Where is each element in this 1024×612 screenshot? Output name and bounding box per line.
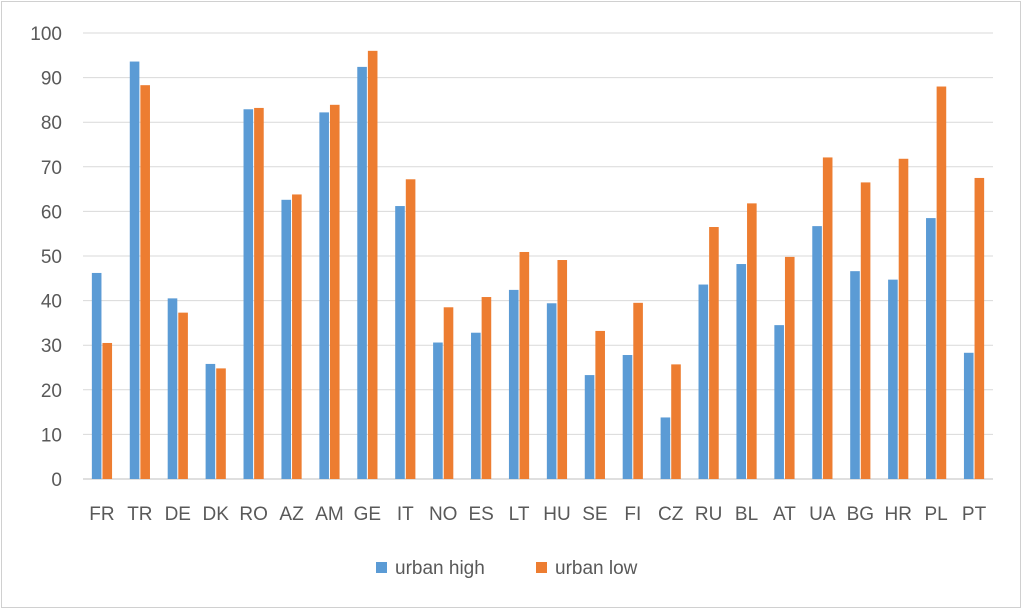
- bar-urban-high-es: [471, 332, 481, 479]
- bar-urban-high-bl: [736, 264, 747, 479]
- y-tick-label: 20: [41, 381, 62, 402]
- x-tick-label: HR: [884, 504, 911, 525]
- gridlines: [83, 32, 993, 480]
- bar-urban-high-fr: [91, 272, 102, 479]
- x-tick-label: AM: [315, 504, 344, 525]
- legend-swatch: [536, 562, 547, 573]
- bar-urban-high-pt: [963, 352, 974, 479]
- bar-urban-low-lt: [519, 251, 530, 479]
- y-tick-label: 50: [41, 247, 62, 268]
- x-tick-label: AT: [773, 504, 796, 525]
- bar-urban-high-bg: [850, 271, 860, 479]
- bar-urban-high-az: [281, 199, 292, 479]
- x-tick-label: FI: [624, 504, 641, 525]
- bar-urban-low-ua: [822, 157, 833, 479]
- bar-urban-low-it: [405, 179, 416, 479]
- bar-urban-high-fi: [622, 355, 633, 479]
- bar-urban-high-de: [167, 298, 178, 479]
- bar-urban-low-de: [178, 312, 188, 479]
- x-tick-label: FR: [89, 504, 114, 525]
- bar-urban-low-fr: [102, 342, 113, 479]
- bar-urban-high-se: [584, 375, 595, 479]
- x-tick-label: NO: [429, 504, 458, 525]
- bar-urban-low-bl: [747, 203, 757, 479]
- x-tick-label: AZ: [279, 504, 304, 525]
- x-tick-label: IT: [397, 504, 414, 525]
- bar-urban-high-tr: [129, 61, 140, 479]
- bar-urban-high-hr: [888, 279, 898, 479]
- bar-urban-low-pl: [936, 86, 947, 480]
- bar-urban-high-am: [319, 112, 329, 479]
- x-tick-label: BL: [735, 504, 758, 525]
- bar-urban-high-no: [433, 342, 443, 479]
- x-tick-label: GE: [354, 504, 381, 525]
- y-tick-label: 70: [41, 158, 62, 179]
- y-tick-label: 60: [41, 202, 62, 223]
- y-tick-label: 90: [41, 69, 62, 90]
- bar-urban-high-lt: [508, 289, 519, 479]
- bar-urban-low-pt: [974, 177, 985, 479]
- bar-urban-low-tr: [140, 85, 150, 479]
- bar-urban-low-bg: [860, 182, 871, 479]
- bar-urban-low-ru: [709, 227, 719, 479]
- bar-urban-low-no: [443, 307, 454, 479]
- bar-urban-high-at: [774, 325, 784, 479]
- bar-urban-low-cz: [671, 364, 681, 479]
- bar-urban-low-ro: [254, 107, 264, 479]
- y-tick-label: 30: [41, 336, 62, 357]
- bar-urban-high-pl: [926, 218, 936, 479]
- bar-urban-high-ua: [812, 226, 822, 479]
- x-tick-label: RO: [239, 504, 268, 525]
- y-tick-label: 0: [51, 470, 62, 491]
- bar-urban-high-ro: [243, 109, 254, 480]
- bars: [91, 50, 985, 480]
- legend-label: urban high: [395, 558, 485, 579]
- bar-urban-high-hu: [546, 303, 557, 479]
- bar-urban-low-se: [595, 330, 605, 479]
- x-tick-label: CZ: [658, 504, 684, 525]
- x-tick-label: DE: [165, 504, 191, 525]
- y-axis-ticks: 0 10 20 30 40 50 60 70 80 90 100: [30, 24, 62, 491]
- bar-urban-low-az: [292, 194, 302, 479]
- y-tick-label: 100: [30, 24, 62, 45]
- x-tick-label: UA: [809, 504, 836, 525]
- bar-urban-low-hu: [557, 260, 568, 479]
- x-tick-label: DK: [203, 504, 230, 525]
- x-axis-ticks: FR TR DE DK RO AZ AM GE IT NO ES LT HU SE FI CZ RU BL AT UA…: [89, 504, 986, 525]
- bar-urban-high-cz: [660, 417, 671, 479]
- x-tick-label: TR: [127, 504, 152, 525]
- bar-urban-low-at: [784, 256, 795, 479]
- x-tick-label: BG: [847, 504, 874, 525]
- legend-label: urban low: [555, 558, 638, 579]
- x-tick-label: RU: [695, 504, 722, 525]
- bar-urban-low-am: [329, 104, 340, 479]
- y-tick-label: 40: [41, 292, 62, 313]
- bar-urban-high-it: [395, 206, 405, 479]
- x-tick-label: PL: [925, 504, 948, 525]
- y-tick-label: 10: [41, 425, 62, 446]
- y-tick-label: 80: [41, 113, 62, 134]
- legend-swatch: [376, 562, 387, 573]
- x-tick-label: PT: [962, 504, 987, 525]
- bar-urban-low-ge: [367, 50, 378, 480]
- x-tick-label: SE: [582, 504, 607, 525]
- x-tick-label: LT: [509, 504, 530, 525]
- bar-urban-high-dk: [205, 363, 216, 479]
- x-tick-label: HU: [543, 504, 570, 525]
- bar-urban-low-es: [481, 297, 492, 479]
- bar-urban-high-ge: [357, 66, 367, 479]
- bar-urban-low-hr: [898, 158, 909, 479]
- bar-urban-low-fi: [633, 302, 643, 479]
- bar-urban-low-dk: [216, 368, 226, 479]
- bar-urban-high-ru: [698, 284, 709, 479]
- x-tick-label: ES: [468, 504, 493, 525]
- legend: urban high urban low: [376, 558, 638, 579]
